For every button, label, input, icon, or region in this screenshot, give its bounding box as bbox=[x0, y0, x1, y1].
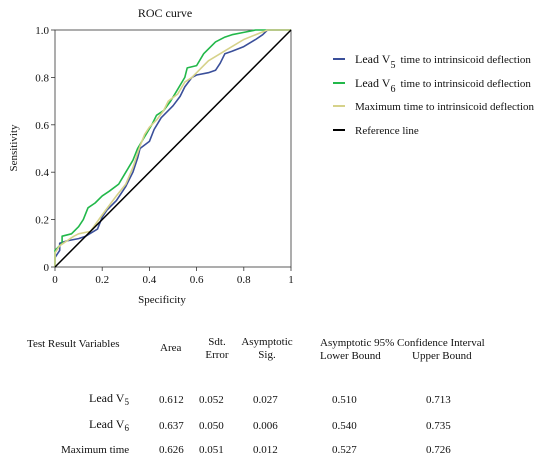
legend-label-3: Reference line bbox=[355, 125, 419, 137]
cell-lower: 0.527 bbox=[332, 444, 357, 456]
chart-title: ROC curve bbox=[138, 6, 192, 20]
cell-lower: 0.540 bbox=[332, 420, 357, 432]
x-tick-label: 0.6 bbox=[190, 274, 204, 286]
cell-se: 0.052 bbox=[199, 394, 224, 406]
y-axis-label: Sensitivity bbox=[8, 124, 20, 172]
cell-sig: 0.006 bbox=[253, 420, 278, 432]
header-std-error-line2: Error bbox=[205, 349, 229, 361]
header-area: Area bbox=[160, 342, 182, 354]
y-tick-label: 0.6 bbox=[35, 120, 49, 132]
x-tick-label: 0.2 bbox=[95, 274, 109, 286]
row-label: Lead V5 bbox=[89, 391, 129, 408]
cell-area: 0.612 bbox=[159, 394, 184, 406]
cell-area: 0.637 bbox=[159, 420, 184, 432]
header-std-error-line1: Sdt. bbox=[208, 336, 226, 348]
plot-area: 0 0.2 0.4 0.6 0.8 1 0 0.2 0.4 0.6 0.8 1.0 bbox=[35, 25, 294, 286]
series-line-0 bbox=[54, 29, 291, 267]
x-tick-label: 0 bbox=[52, 274, 58, 286]
header-upper-bound: Upper Bound bbox=[412, 350, 472, 362]
cell-se: 0.051 bbox=[199, 444, 224, 456]
cell-sig: 0.027 bbox=[253, 394, 278, 406]
cell-lower: 0.510 bbox=[332, 394, 357, 406]
cell-se: 0.050 bbox=[199, 420, 224, 432]
header-lower-bound: Lower Bound bbox=[320, 350, 381, 362]
series-line-1 bbox=[54, 29, 291, 267]
legend-label-0: Lead V5 time to intrinsicoid deflection bbox=[355, 52, 531, 71]
legend-label-1: Lead V6 time to intrinsicoid deflection bbox=[355, 76, 531, 95]
header-sig: Asymptotic Sig. bbox=[236, 336, 298, 362]
cell-upper: 0.726 bbox=[426, 444, 451, 456]
row-label: Maximum time bbox=[61, 444, 130, 456]
cell-area: 0.626 bbox=[159, 444, 184, 456]
y-tick-label: 0.8 bbox=[35, 72, 49, 84]
x-tick-label: 1 bbox=[288, 274, 294, 286]
roc-chart: ROC curve 0 0.2 0.4 0.6 0.8 1 0 0.2 0.4 0.6 0.8 1.0… bbox=[8, 6, 535, 306]
y-tick-label: 0 bbox=[44, 262, 50, 274]
series-line-3 bbox=[54, 29, 292, 268]
cell-upper: 0.735 bbox=[426, 420, 451, 432]
series-line-2 bbox=[54, 29, 291, 267]
header-variables: Test Result Variables bbox=[27, 338, 120, 350]
y-tick-label: 1.0 bbox=[35, 25, 49, 37]
x-tick-label: 0.4 bbox=[143, 274, 157, 286]
cell-upper: 0.713 bbox=[426, 394, 451, 406]
x-tick-label: 0.8 bbox=[237, 274, 251, 286]
header-sig-line2: Sig. bbox=[258, 349, 276, 361]
x-axis-label: Specificity bbox=[138, 294, 186, 306]
header-sig-line1: Asymptotic bbox=[241, 336, 293, 348]
cell-sig: 0.012 bbox=[253, 444, 278, 456]
plot-frame bbox=[54, 29, 292, 268]
legend-label-2: Maximum time to intrinsicoid deflection bbox=[355, 101, 535, 113]
legend: Lead V5 time to intrinsicoid deflection Le… bbox=[333, 52, 535, 137]
y-tick-label: 0.4 bbox=[35, 167, 49, 179]
header-ci-title: Asymptotic 95% Confidence Interval bbox=[320, 337, 485, 349]
row-label: Lead V6 bbox=[89, 417, 129, 434]
header-std-error: Sdt. Error bbox=[197, 336, 237, 362]
y-tick-label: 0.2 bbox=[35, 215, 49, 227]
